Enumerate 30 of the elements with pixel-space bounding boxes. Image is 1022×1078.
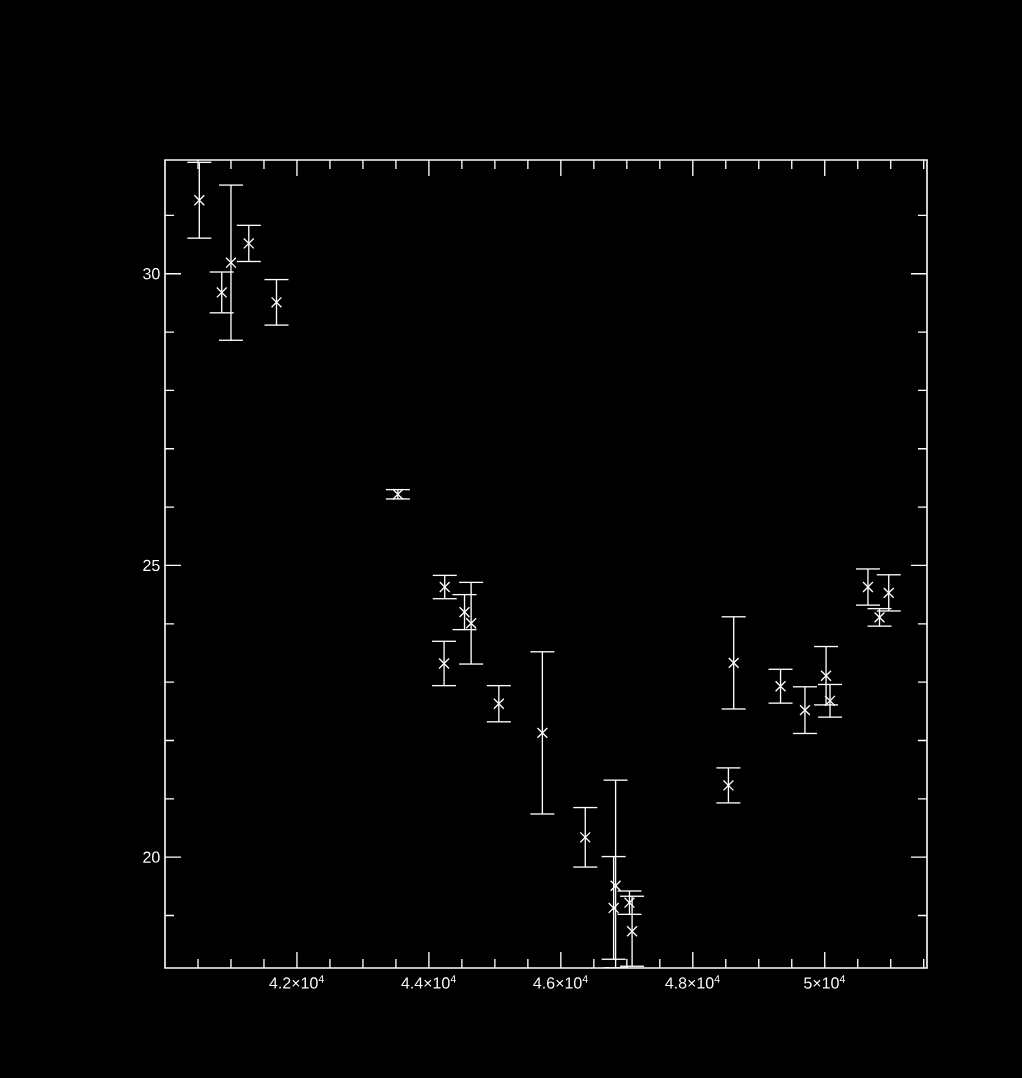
point xyxy=(536,727,548,739)
x-tick-label: 4.4×10$^{4}$ xyxy=(401,975,456,989)
point xyxy=(722,779,735,792)
point xyxy=(438,657,450,670)
point xyxy=(270,296,283,308)
point xyxy=(439,581,451,593)
point xyxy=(728,657,740,669)
point xyxy=(883,587,895,599)
point xyxy=(458,606,471,618)
point xyxy=(626,925,638,937)
x-tick-label: 4.2×10$^{4}$ xyxy=(269,975,324,989)
point xyxy=(392,488,404,500)
point xyxy=(216,286,228,299)
point xyxy=(493,698,505,710)
point xyxy=(193,194,205,206)
point xyxy=(862,581,874,593)
point xyxy=(799,704,811,716)
y-tick-label: 25 xyxy=(143,559,160,572)
x-tick-label: 4.6×10$^{4}$ xyxy=(533,975,588,989)
y-tick-label: 20 xyxy=(143,851,160,863)
point xyxy=(623,897,636,909)
point xyxy=(225,257,237,269)
point xyxy=(579,831,591,843)
x-tick-label: 4.8×10$^{4}$ xyxy=(665,975,720,989)
x-tick-label: 5×10$^{4}$ xyxy=(804,975,846,989)
y-tick-label: 30 xyxy=(143,268,160,280)
point xyxy=(820,670,832,682)
point xyxy=(774,680,787,692)
point xyxy=(243,237,255,250)
point xyxy=(873,611,886,623)
